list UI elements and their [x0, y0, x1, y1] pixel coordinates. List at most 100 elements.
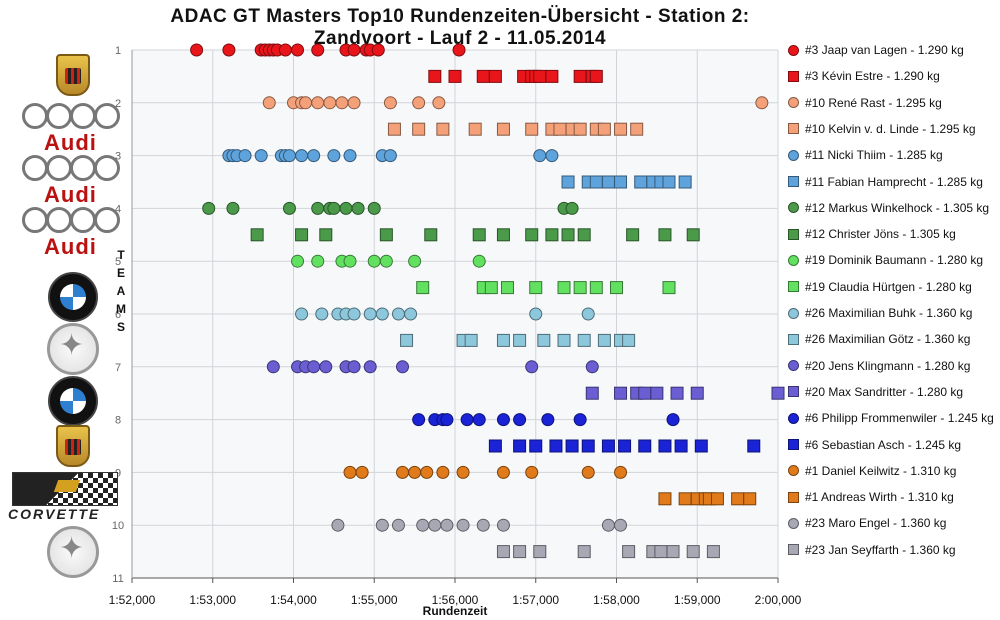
- data-point: [678, 175, 692, 189]
- x-tick-label: 1:59,000: [674, 593, 721, 607]
- data-point: [589, 281, 603, 295]
- data-point: [266, 360, 280, 374]
- data-point: [295, 228, 309, 242]
- data-point: [371, 43, 385, 57]
- legend-label: #10 René Rast - 1.295 kg: [805, 95, 942, 110]
- data-point: [468, 122, 482, 136]
- data-point: [771, 386, 785, 400]
- data-point: [658, 492, 672, 506]
- data-point: [375, 518, 389, 532]
- chart-title: ADAC GT Masters Top10 Rundenzeiten-Übers…: [100, 6, 820, 50]
- data-point: [674, 439, 688, 453]
- mercedes-logo: [47, 526, 99, 578]
- data-point: [496, 122, 510, 136]
- legend-circle-marker: [788, 412, 799, 424]
- data-point: [577, 545, 591, 559]
- data-point: [262, 96, 276, 110]
- x-tick-label: 1:56,000: [432, 593, 479, 607]
- data-point: [670, 386, 684, 400]
- data-point: [513, 545, 527, 559]
- data-point: [638, 439, 652, 453]
- data-point: [282, 149, 296, 163]
- data-point: [614, 175, 628, 189]
- data-point: [513, 333, 527, 347]
- data-point: [601, 518, 615, 532]
- data-point: [396, 360, 410, 374]
- data-point: [545, 69, 559, 83]
- audi-wordmark: Audi: [44, 234, 97, 259]
- data-point: [561, 228, 575, 242]
- data-point: [335, 96, 349, 110]
- legend-label: #3 Jaap van Lagen - 1.290 kg: [805, 43, 964, 57]
- data-point: [597, 333, 611, 347]
- data-point: [533, 69, 547, 83]
- audi-logo: Audi: [22, 207, 122, 259]
- data-point: [408, 465, 422, 479]
- data-point: [363, 360, 377, 374]
- data-point: [650, 386, 664, 400]
- legend-item: #23 Jan Seyffarth - 1.360 kg: [788, 540, 956, 560]
- legend-item: #26 Maximilian Buhk - 1.360 kg: [788, 303, 972, 323]
- data-point: [291, 43, 305, 57]
- y-tick-label: 8: [115, 415, 121, 427]
- x-tick-label: 1:55,000: [351, 593, 398, 607]
- data-point: [581, 465, 595, 479]
- legend-label: #12 Markus Winkelhock - 1.305 kg: [805, 200, 990, 215]
- data-point: [343, 465, 357, 479]
- legend-item: #10 René Rast - 1.295 kg: [788, 93, 942, 113]
- legend-item: #12 Markus Winkelhock - 1.305 kg: [788, 198, 989, 218]
- data-point: [545, 149, 559, 163]
- data-point: [662, 175, 676, 189]
- legend-label: #26 Maximilian Götz - 1.360 kg: [805, 332, 971, 347]
- data-point: [379, 254, 393, 268]
- x-tick-label: 1:57,000: [512, 593, 559, 607]
- data-point: [387, 122, 401, 136]
- data-point: [626, 228, 640, 242]
- data-point: [573, 69, 587, 83]
- x-tick-label: 2:00,000: [755, 593, 802, 607]
- data-point: [375, 307, 389, 321]
- data-point: [250, 228, 264, 242]
- data-point: [755, 96, 769, 110]
- data-point: [525, 122, 539, 136]
- data-point: [747, 439, 761, 453]
- data-point: [347, 43, 361, 57]
- data-point: [347, 360, 361, 374]
- audi-rings-icon: [22, 207, 122, 235]
- data-point: [658, 228, 672, 242]
- data-point: [622, 545, 636, 559]
- data-point: [416, 281, 430, 295]
- data-point: [476, 518, 490, 532]
- data-point: [412, 122, 426, 136]
- teams-letter: M: [116, 302, 126, 316]
- data-point: [448, 69, 462, 83]
- audi-logo: Audi: [22, 155, 122, 207]
- data-point: [347, 96, 361, 110]
- data-point: [577, 228, 591, 242]
- legend-label: #6 Sebastian Asch - 1.245 kg: [805, 437, 962, 452]
- data-point: [436, 122, 450, 136]
- x-axis-title: Rundenzeit: [423, 604, 488, 618]
- teams-letter: S: [116, 320, 125, 334]
- audi-wordmark: Audi: [44, 130, 97, 155]
- bowtie-icon: [53, 480, 81, 492]
- audi-rings-icon: [22, 103, 122, 131]
- corvette-logo: CORVETTE: [4, 472, 124, 532]
- data-point: [343, 254, 357, 268]
- teams-letter: T: [117, 248, 125, 262]
- data-point: [662, 281, 676, 295]
- data-point: [456, 465, 470, 479]
- audi-logo: Audi: [22, 103, 122, 155]
- legend-label: #20 Jens Klingmann - 1.280 kg: [805, 358, 971, 373]
- data-point: [226, 201, 240, 215]
- data-point: [319, 228, 333, 242]
- data-point: [533, 149, 547, 163]
- data-point: [412, 413, 426, 427]
- data-point: [533, 545, 547, 559]
- data-point: [553, 122, 567, 136]
- legend-square-marker: [788, 70, 799, 82]
- data-point: [379, 228, 393, 242]
- data-point: [404, 307, 418, 321]
- data-point: [614, 465, 628, 479]
